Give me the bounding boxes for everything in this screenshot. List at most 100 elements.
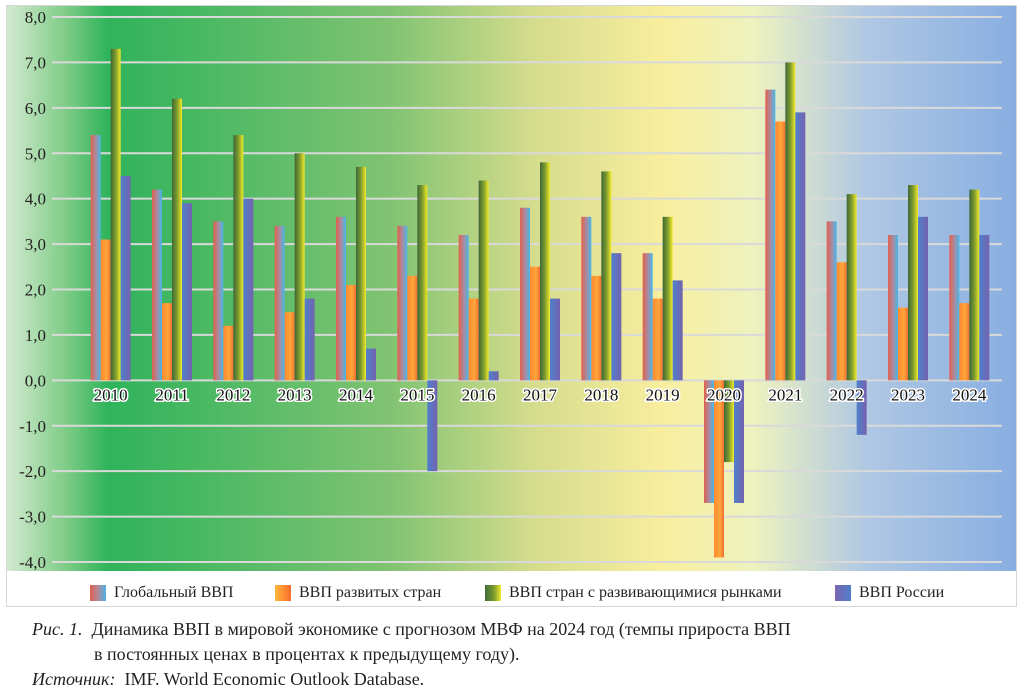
y-tick-label: 0,0 <box>25 371 46 390</box>
x-tick-label: 2020 <box>707 385 741 404</box>
bar-ru-2017 <box>550 298 560 381</box>
legend-item-emerging: ВВП стран с развивающимися рынками <box>485 584 782 602</box>
bar-global-2014 <box>336 216 346 381</box>
legend-swatch-developed <box>275 585 291 601</box>
x-tick-label: 2016 <box>462 385 496 404</box>
bar-dev-2020 <box>714 380 724 558</box>
y-tick-label: 2,0 <box>25 281 46 300</box>
y-tick-label: 6,0 <box>25 99 46 118</box>
bar-ru-2013 <box>304 298 315 381</box>
figure-caption-text1: Динамика ВВП в мировой экономике с прогн… <box>91 619 791 639</box>
legend-swatch-emerging <box>485 585 501 601</box>
bar-em-2015 <box>417 185 428 381</box>
bar-dev-2012 <box>223 325 234 381</box>
y-tick-label: -3,0 <box>19 508 46 527</box>
bar-dev-2023 <box>898 307 908 381</box>
bar-ru-2014 <box>366 348 376 381</box>
bar-global-2013 <box>274 225 285 381</box>
y-tick-label: 4,0 <box>25 190 46 209</box>
bar-global-2010 <box>90 135 101 381</box>
bar-dev-2019 <box>652 298 663 381</box>
y-axis-ticks: 8,0 7,0 6,0 5,0 4,0 3,0 2,0 1,0 0,0 -1,0 -2,0 -3,0 -… <box>19 8 46 572</box>
chart-legend: Глобальный ВВП ВВП развитых стран ВВП ст… <box>0 584 1024 606</box>
legend-item-global: Глобальный ВВП <box>90 584 233 602</box>
bar-dev-2014 <box>346 284 356 381</box>
legend-label-russia: ВВП России <box>859 584 945 601</box>
bar-ru-2019 <box>672 280 683 381</box>
y-tick-label: 7,0 <box>25 53 46 72</box>
legend-swatch-global <box>90 585 106 601</box>
bar-global-2021 <box>765 89 776 381</box>
bar-ru-2023 <box>918 216 928 381</box>
x-tick-label: 2018 <box>584 385 618 404</box>
bar-dev-2024 <box>959 303 970 381</box>
x-tick-label: 2022 <box>830 385 864 404</box>
bar-global-2022 <box>826 221 837 381</box>
bar-em-2018 <box>601 171 612 381</box>
x-tick-label: 2011 <box>155 385 188 404</box>
x-tick-label: 2023 <box>891 385 925 404</box>
source-text: IMF. World Economic Outlook Database. <box>124 669 425 689</box>
bar-dev-2021 <box>775 121 786 381</box>
legend-label-emerging: ВВП стран с развивающимися рынками <box>509 584 782 601</box>
bar-ru-2016 <box>488 371 499 381</box>
bar-dev-2017 <box>530 266 540 381</box>
y-tick-label: -2,0 <box>19 462 46 481</box>
bar-em-2017 <box>540 162 550 381</box>
y-tick-label: -1,0 <box>19 417 46 436</box>
bar-ru-2022 <box>856 380 867 435</box>
gdp-bar-chart: 8,0 7,0 6,0 5,0 4,0 3,0 2,0 1,0 0,0 -1,0 -2,0 -3,0 -… <box>7 6 1016 572</box>
bar-em-2010 <box>110 48 121 381</box>
y-tick-label: 5,0 <box>25 144 46 163</box>
figure-label: Рис. 1. <box>32 619 83 639</box>
bar-global-2020 <box>704 380 714 503</box>
bar-dev-2022 <box>836 262 847 381</box>
bar-dev-2010 <box>100 239 111 381</box>
legend-item-developed: ВВП развитых стран <box>275 584 441 602</box>
bar-ru-2024 <box>979 235 990 381</box>
bar-global-2011 <box>152 189 162 381</box>
x-tick-label: 2014 <box>339 385 374 404</box>
bar-global-2024 <box>949 235 960 381</box>
bar-dev-2015 <box>407 275 418 381</box>
bar-ru-2020 <box>734 380 744 503</box>
figure-caption-text2: в постоянных ценах в процентах к предыду… <box>94 644 520 664</box>
y-tick-label: 3,0 <box>25 235 46 254</box>
bar-dev-2011 <box>162 303 172 381</box>
y-tick-label: 8,0 <box>25 8 46 27</box>
bar-em-2012 <box>233 135 244 381</box>
bar-em-2011 <box>172 98 182 381</box>
bar-dev-2016 <box>468 298 479 381</box>
x-tick-label: 2019 <box>646 385 680 404</box>
x-tick-label: 2024 <box>952 385 987 404</box>
figure-source: Источник: IMF. World Economic Outlook Da… <box>32 669 424 690</box>
bar-global-2017 <box>520 207 530 381</box>
y-tick-label: 1,0 <box>25 326 46 345</box>
bar-em-2016 <box>478 180 489 381</box>
legend-label-global: Глобальный ВВП <box>114 584 234 601</box>
bar-global-2016 <box>458 235 469 381</box>
bar-ru-2010 <box>120 175 131 381</box>
bar-em-2023 <box>908 185 918 381</box>
bar-global-2012 <box>213 221 224 381</box>
figure-caption-line1: Рис. 1. Динамика ВВП в мировой экономике… <box>32 619 791 640</box>
bar-em-2013 <box>294 153 305 381</box>
x-tick-label: 2012 <box>216 385 250 404</box>
legend-label-developed: ВВП развитых стран <box>299 584 442 601</box>
legend-swatch-russia <box>835 585 851 601</box>
y-tick-label: -4,0 <box>19 553 46 572</box>
bar-ru-2018 <box>611 253 622 381</box>
bar-global-2019 <box>642 253 653 381</box>
x-axis-ticks: 2010 2011 2012 2013 2014 2015 2016 2017 2018 2019… <box>92 384 988 406</box>
source-label: Источник: <box>32 669 116 689</box>
x-tick-label: 2010 <box>94 385 128 404</box>
x-tick-label: 2013 <box>278 385 312 404</box>
bar-ru-2015 <box>427 380 438 472</box>
bar-global-2018 <box>581 216 592 381</box>
bar-em-2022 <box>846 194 857 381</box>
bar-global-2015 <box>397 225 408 381</box>
bar-em-2024 <box>969 189 980 381</box>
bar-em-2020 <box>724 380 734 463</box>
figure-caption-line2: в постоянных ценах в процентах к предыду… <box>94 644 520 665</box>
bar-dev-2013 <box>284 312 295 381</box>
